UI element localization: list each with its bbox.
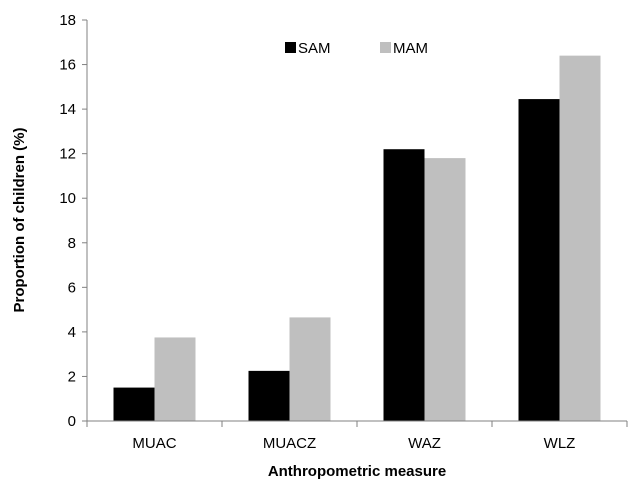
bar-sam-muacz (248, 370, 290, 421)
legend: SAM MAM (285, 40, 428, 57)
y-tick-label: 18 (59, 12, 76, 29)
bars-group (113, 55, 601, 422)
legend-swatch-mam (380, 42, 391, 53)
bar-sam-wlz (518, 99, 560, 421)
y-tick-label: 12 (59, 146, 76, 163)
y-tick-label: 6 (68, 279, 76, 296)
x-tick-label: MUAC (132, 435, 176, 452)
bar-mam-muacz (289, 317, 331, 421)
legend-label-mam: MAM (393, 40, 428, 57)
y-tick-label: 0 (68, 413, 76, 430)
x-axis-title: Anthropometric measure (268, 463, 446, 480)
bar-sam-muac (113, 387, 155, 421)
y-tick-label: 14 (59, 101, 76, 118)
y-axis-title: Proportion of children (%) (11, 128, 28, 313)
x-tick-label: MUACZ (263, 435, 316, 452)
legend-swatch-sam (285, 42, 296, 53)
y-tick-label: 2 (68, 368, 76, 385)
bar-sam-waz (383, 149, 425, 421)
x-ticks-group: MUAC MUACZ WAZ WLZ (86, 421, 628, 452)
bar-mam-muac (154, 337, 196, 421)
bar-mam-wlz (559, 55, 601, 422)
y-tick-label: 10 (59, 190, 76, 207)
y-ticks-group: 0 2 4 6 8 10 12 14 16 18 (59, 12, 87, 430)
y-tick-label: 16 (59, 57, 76, 74)
y-tick-label: 8 (68, 235, 76, 252)
x-tick-label: WLZ (544, 435, 576, 452)
y-tick-label: 4 (68, 324, 76, 341)
x-tick-label: WAZ (408, 435, 441, 452)
bar-mam-waz (424, 158, 466, 421)
legend-label-sam: SAM (298, 40, 331, 57)
